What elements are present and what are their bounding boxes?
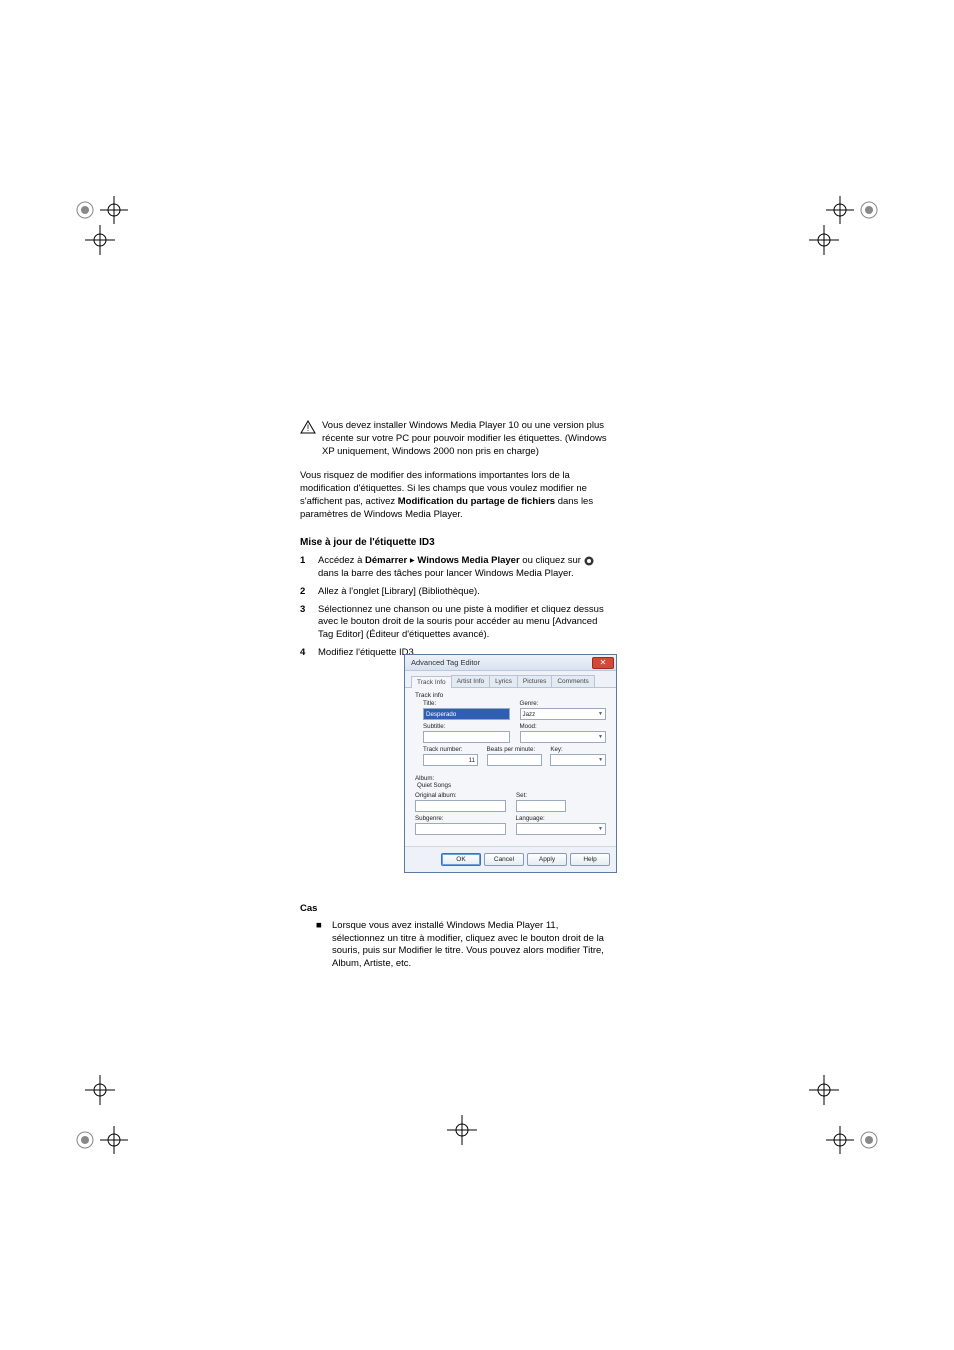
subgenre-label: Subgenre: (415, 815, 506, 822)
crop-mark-mid-right-bot (809, 1070, 869, 1130)
album-label: Album: (415, 775, 434, 782)
bullet-icon: ■ (316, 920, 326, 971)
chevron-down-icon: ▼ (598, 734, 603, 740)
crop-mark-mid-left-bot (85, 1070, 145, 1130)
cancel-button[interactable]: Cancel (484, 853, 524, 866)
case-label: Cas (300, 903, 610, 916)
fieldset-label: Track info (415, 692, 606, 699)
genre-select[interactable]: Jazz ▼ (520, 708, 607, 720)
step-number: 3 (300, 604, 312, 642)
step-text: Modifiez l'étiquette ID3. (318, 647, 416, 660)
origalbum-input[interactable] (415, 800, 506, 812)
tab-pictures[interactable]: Pictures (517, 675, 552, 687)
step-number: 1 (300, 555, 312, 581)
dialog-body: Track info Title: Desperado Genre: Jazz … (405, 688, 616, 846)
set-input[interactable] (516, 800, 566, 812)
album-input[interactable]: Quiet Songs (415, 782, 520, 789)
step-3: 3 Sélectionnez une chanson ou une piste … (300, 604, 610, 642)
key-select[interactable]: ▼ (550, 754, 606, 766)
subtitle-input[interactable] (423, 731, 510, 743)
step-text: Allez à l'onglet [Library] (Bibliothèque… (318, 586, 480, 599)
tab-track-info[interactable]: Track Info (411, 676, 452, 688)
changing-paragraph: Vous risquez de modifier des information… (300, 470, 610, 521)
help-button[interactable]: Help (570, 853, 610, 866)
warning-text: Vous devez installer Windows Media Playe… (322, 420, 610, 458)
chevron-down-icon: ▼ (598, 711, 603, 717)
ok-button[interactable]: OK (441, 853, 481, 866)
tracknum-input[interactable]: 11 (423, 754, 478, 766)
title-label: Title: (423, 700, 510, 707)
chevron-down-icon: ▼ (598, 826, 603, 832)
set-label: Set: (516, 792, 566, 799)
subtitle-label: Subtitle: (423, 723, 510, 730)
tracknum-label: Track number: (423, 746, 479, 753)
mood-label: Mood: (520, 723, 607, 730)
case-list: ■ Lorsque vous avez installé Windows Med… (300, 920, 610, 971)
step-2: 2 Allez à l'onglet [Library] (Bibliothèq… (300, 586, 610, 599)
dialog-titlebar[interactable]: Advanced Tag Editor ✕ (405, 655, 616, 671)
wmp-icon (584, 555, 594, 566)
case-item: ■ Lorsque vous avez installé Windows Med… (316, 920, 610, 971)
close-button[interactable]: ✕ (592, 657, 614, 669)
tag-editor-dialog-wrap: Advanced Tag Editor ✕ Track Info Artist … (404, 654, 617, 873)
language-select[interactable]: ▼ (516, 823, 607, 835)
step-text: Accédez à Démarrer ▸ Windows Media Playe… (318, 555, 610, 581)
close-icon: ✕ (600, 659, 607, 667)
bpm-input[interactable] (487, 754, 542, 766)
svg-text:!: ! (307, 423, 310, 433)
tag-editor-dialog: Advanced Tag Editor ✕ Track Info Artist … (404, 654, 617, 873)
genre-label: Genre: (520, 700, 607, 707)
language-label: Language: (516, 815, 607, 822)
steps-list: 1 Accédez à Démarrer ▸ Windows Media Pla… (300, 555, 610, 660)
tab-comments[interactable]: Comments (551, 675, 594, 687)
step-text: Sélectionnez une chanson ou une piste à … (318, 604, 610, 642)
step-number: 2 (300, 586, 312, 599)
chevron-down-icon: ▼ (598, 757, 603, 763)
step-1: 1 Accédez à Démarrer ▸ Windows Media Pla… (300, 555, 610, 581)
section-heading: Mise à jour de l'étiquette ID3 (300, 536, 610, 550)
apply-button[interactable]: Apply (527, 853, 567, 866)
key-label: Key: (550, 746, 606, 753)
dialog-button-row: OK Cancel Apply Help (405, 846, 616, 872)
bpm-label: Beats per minute: (487, 746, 543, 753)
changing-bold: Modification du partage de fichiers (398, 496, 555, 507)
crop-mark-mid-left-top (85, 220, 145, 280)
origalbum-label: Original album: (415, 792, 506, 799)
dialog-title: Advanced Tag Editor (411, 658, 480, 667)
case-text: Lorsque vous avez installé Windows Media… (332, 920, 610, 971)
title-input[interactable]: Desperado (423, 708, 510, 720)
crop-mark-bottom-center (447, 1110, 507, 1170)
warning-icon: ! (300, 420, 316, 464)
step-number: 4 (300, 647, 312, 660)
mood-select[interactable]: ▼ (520, 731, 607, 743)
tab-lyrics[interactable]: Lyrics (489, 675, 518, 687)
tab-artist-info[interactable]: Artist Info (451, 675, 490, 687)
subgenre-input[interactable] (415, 823, 506, 835)
dialog-tabs: Track Info Artist Info Lyrics Pictures C… (405, 671, 616, 688)
crop-mark-mid-right-top (809, 220, 869, 280)
